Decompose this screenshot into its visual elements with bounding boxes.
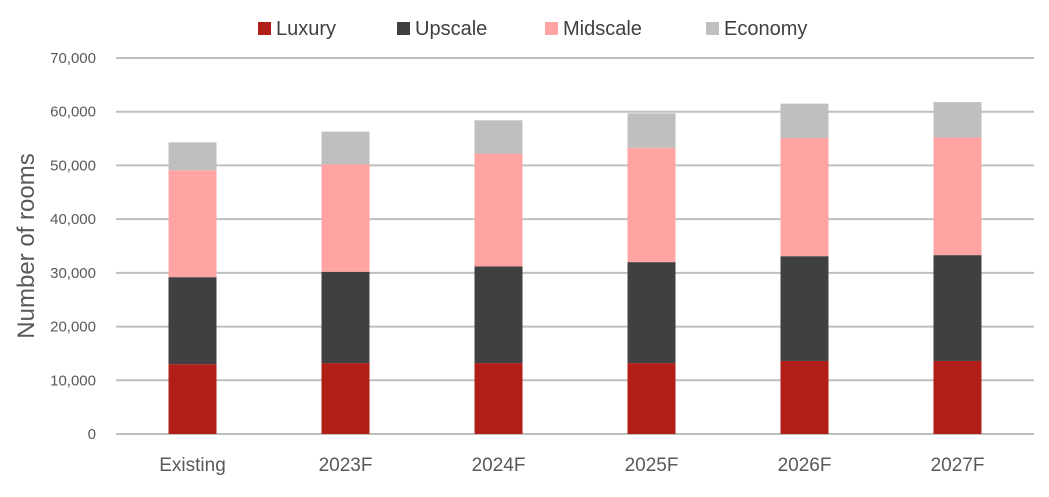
bar-stack-2025F <box>627 113 676 434</box>
x-tick-label: 2026F <box>778 455 832 476</box>
y-tick-label: 70,000 <box>50 50 96 67</box>
legend-item-midscale: Midscale <box>545 18 642 40</box>
bar-upscale-2025F <box>627 262 676 364</box>
bar-luxury-2023F <box>321 363 370 434</box>
bar-luxury-Existing <box>168 364 217 434</box>
y-tick-label: 50,000 <box>50 157 96 174</box>
bar-upscale-2024F <box>474 266 523 364</box>
y-tick-label: 20,000 <box>50 319 96 336</box>
bar-economy-Existing <box>168 142 217 171</box>
bar-stack-Existing <box>168 142 217 434</box>
bar-stack-2023F <box>321 131 370 434</box>
bar-upscale-2023F <box>321 271 370 364</box>
bar-midscale-2026F <box>780 138 829 257</box>
x-tick-label: 2025F <box>625 455 679 476</box>
bar-midscale-2027F <box>933 137 982 256</box>
legend-label: Luxury <box>276 18 336 40</box>
y-tick-label: 0 <box>88 426 96 443</box>
legend-swatch <box>397 22 410 35</box>
y-tick-label: 60,000 <box>50 104 96 121</box>
bar-economy-2024F <box>474 120 523 154</box>
bar-stack-2024F <box>474 120 523 434</box>
bar-midscale-Existing <box>168 170 217 278</box>
y-tick-label: 30,000 <box>50 265 96 282</box>
bar-economy-2026F <box>780 103 829 139</box>
x-tick-label: 2023F <box>319 455 373 476</box>
legend-item-economy: Economy <box>706 18 807 40</box>
x-tick-label: 2027F <box>931 455 985 476</box>
bar-stack-2026F <box>780 103 829 434</box>
y-tick-label: 40,000 <box>50 211 96 228</box>
legend-label: Midscale <box>563 18 642 40</box>
bar-midscale-2025F <box>627 147 676 263</box>
legend-swatch <box>545 22 558 35</box>
legend: Luxury Upscale Midscale Economy <box>258 18 807 40</box>
bar-luxury-2027F <box>933 360 982 434</box>
legend-label: Economy <box>724 18 807 40</box>
legend-item-upscale: Upscale <box>397 18 487 40</box>
legend-item-luxury: Luxury <box>258 18 336 40</box>
y-axis-ticks: 0 10,000 20,000 30,000 40,000 50,000 60,000 70,… <box>50 50 96 443</box>
y-axis-title: Number of rooms <box>13 153 40 338</box>
bar-economy-2025F <box>627 113 676 148</box>
bar-luxury-2024F <box>474 363 523 434</box>
bar-economy-2027F <box>933 102 982 138</box>
legend-label: Upscale <box>415 18 487 40</box>
x-tick-label: Existing <box>159 455 226 476</box>
x-tick-label: 2024F <box>472 455 526 476</box>
gridlines <box>116 57 1034 435</box>
legend-swatch <box>258 22 271 35</box>
bar-economy-2023F <box>321 131 370 165</box>
legend-swatch <box>706 22 719 35</box>
bar-midscale-2023F <box>321 164 370 272</box>
y-tick-label: 10,000 <box>50 372 96 389</box>
bar-upscale-2026F <box>780 256 829 361</box>
bar-luxury-2025F <box>627 363 676 434</box>
bar-upscale-2027F <box>933 255 982 361</box>
x-axis-labels: Existing 2023F 2024F 2025F 2026F 2027F <box>159 455 984 476</box>
bars <box>168 102 982 434</box>
bar-luxury-2026F <box>780 360 829 434</box>
bar-upscale-Existing <box>168 277 217 365</box>
bar-stack-2027F <box>933 102 982 434</box>
bar-midscale-2024F <box>474 153 523 267</box>
